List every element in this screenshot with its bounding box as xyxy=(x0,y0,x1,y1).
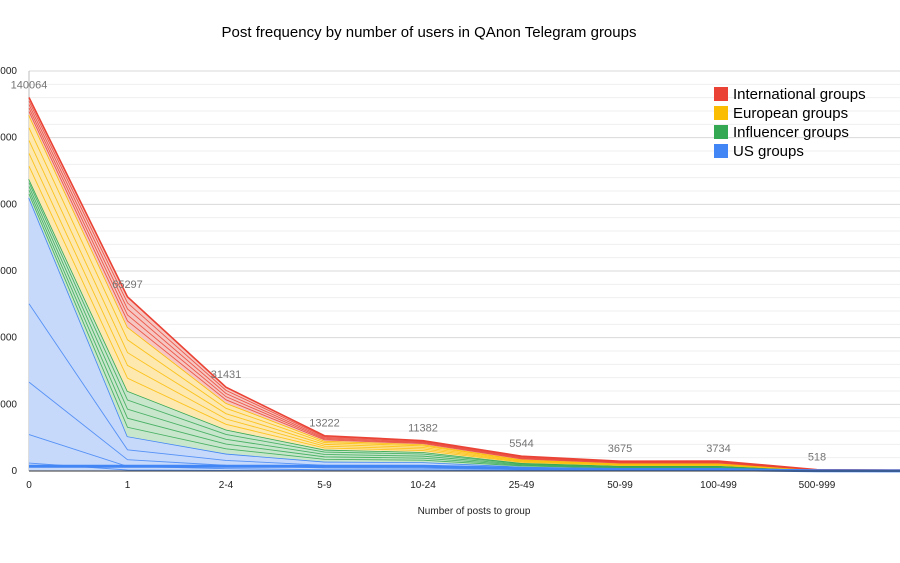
legend-swatch xyxy=(714,144,728,158)
legend: International groups European groups Influ… xyxy=(714,86,866,160)
y-tick-label: 100000 xyxy=(0,199,17,210)
legend-swatch xyxy=(714,125,728,139)
legend-label: Influencer groups xyxy=(733,124,849,141)
x-axis-title: Number of posts to group xyxy=(418,506,531,517)
legend-label: US groups xyxy=(733,143,804,160)
total-data-label: 13222 xyxy=(309,418,340,430)
x-tick-label: 10-24 xyxy=(410,480,436,491)
x-tick-label: 5-9 xyxy=(317,480,332,491)
total-data-label: 518 xyxy=(808,452,826,464)
total-data-label: 5544 xyxy=(509,438,533,450)
total-data-label: 11382 xyxy=(408,423,438,435)
total-data-label: 3675 xyxy=(608,443,632,455)
x-axis: 0 1 2-4 5-9 10-24 25-49 50-99 100-499 500-999 xyxy=(26,470,900,491)
x-tick-label: 2-4 xyxy=(219,480,234,491)
total-data-label: 65297 xyxy=(112,279,143,291)
legend-label: European groups xyxy=(733,105,848,122)
y-tick-label: 0 xyxy=(11,466,17,477)
x-tick-label: 0 xyxy=(26,480,32,491)
y-tick-label: 25000 xyxy=(0,399,17,410)
x-tick-label: 500-999 xyxy=(799,480,836,491)
legend-label: International groups xyxy=(733,86,866,103)
legend-swatch xyxy=(714,106,728,120)
y-tick-label: 125000 xyxy=(0,133,17,144)
y-axis: 0 25000 50000 75000 100000 125000 150000 xyxy=(0,66,30,477)
stacked-areas xyxy=(28,97,900,473)
total-labels: 140064 65297 31431 13222 11382 5544 3675 3734 51… xyxy=(11,79,827,463)
total-data-label: 140064 xyxy=(11,79,48,91)
total-data-label: 31431 xyxy=(211,369,242,381)
x-tick-label: 100-499 xyxy=(700,480,737,491)
series-line-base xyxy=(29,464,900,473)
chart-title: Post frequency by number of users in QAn… xyxy=(222,24,637,41)
y-tick-label: 150000 xyxy=(0,66,17,77)
area-us-groups xyxy=(29,197,900,471)
x-tick-label: 25-49 xyxy=(509,480,535,491)
legend-swatch xyxy=(714,87,728,101)
x-tick-label: 50-99 xyxy=(607,480,633,491)
x-tick-label: 1 xyxy=(125,480,131,491)
y-tick-label: 75000 xyxy=(0,266,17,277)
series-line xyxy=(28,97,900,471)
y-tick-label: 50000 xyxy=(0,333,17,344)
total-data-label: 3734 xyxy=(706,443,730,455)
